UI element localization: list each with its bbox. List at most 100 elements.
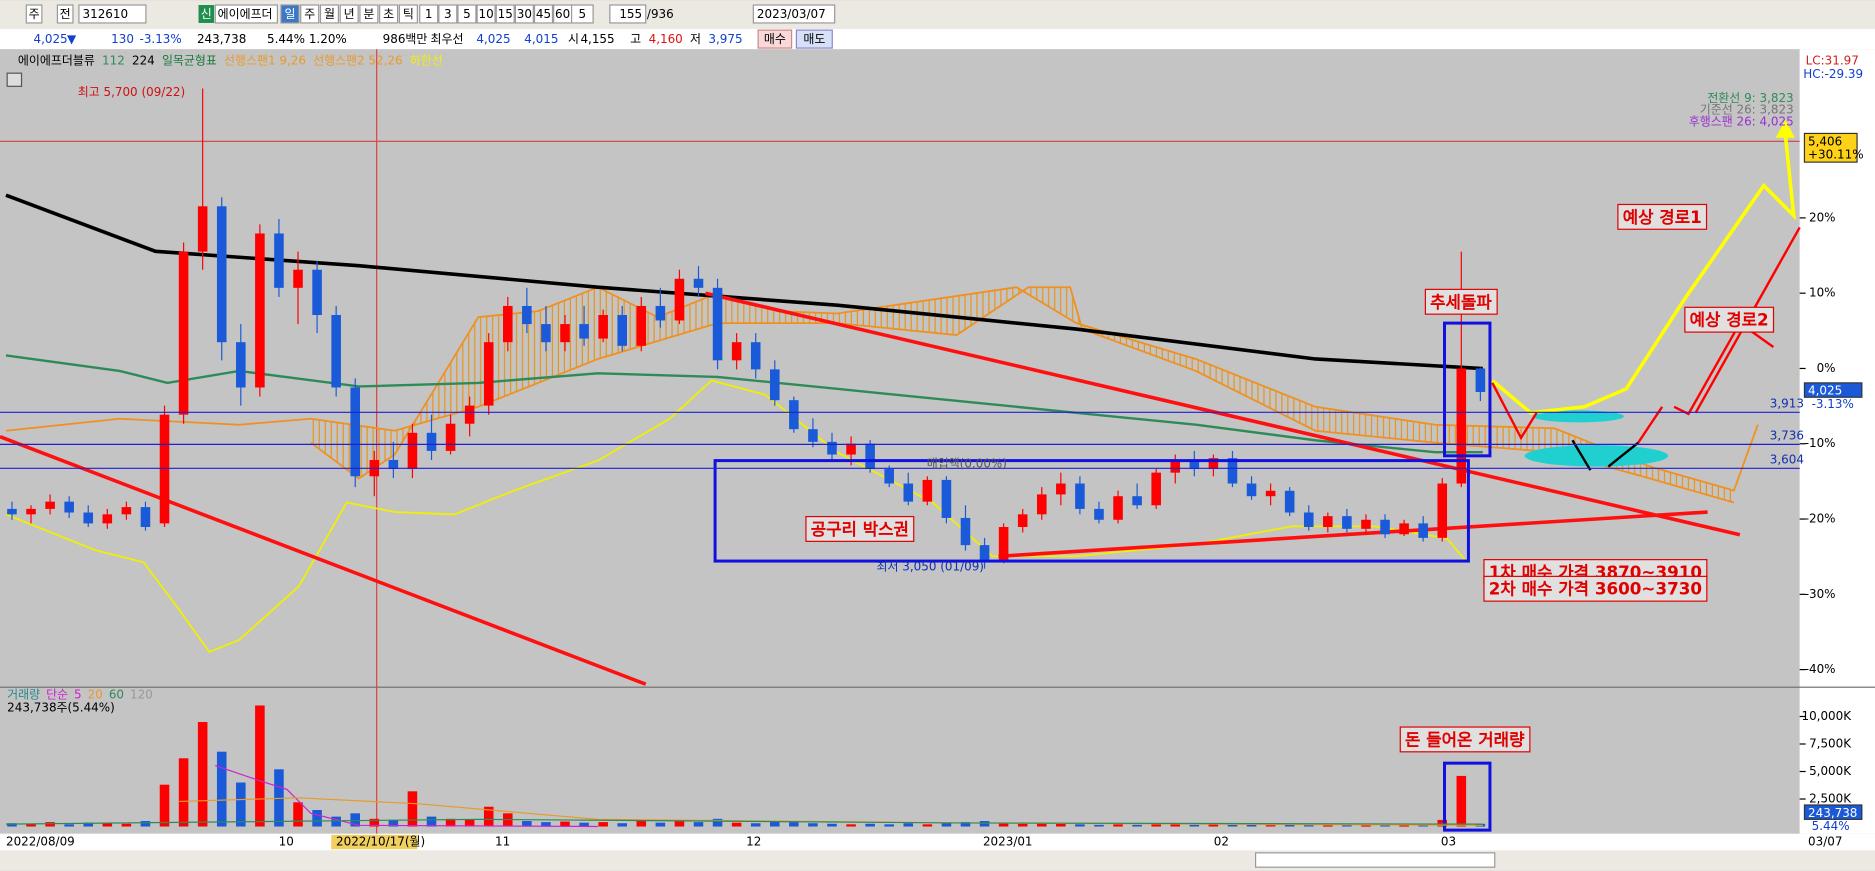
volume-bar (178, 758, 189, 827)
button[interactable] (300, 4, 320, 24)
trendline (0, 435, 647, 686)
volume-bar (655, 822, 666, 827)
volume-bar (1227, 824, 1238, 827)
button-label[interactable]: 초 (383, 7, 394, 21)
button-label[interactable]: 3 (444, 7, 452, 21)
button[interactable] (25, 4, 43, 24)
legend-entry: 하한선 (410, 54, 443, 68)
date-box[interactable] (752, 4, 836, 24)
button-label[interactable]: 분 (363, 7, 374, 21)
volume-bar (26, 823, 36, 827)
volume-bar (64, 824, 74, 827)
badge (198, 5, 215, 23)
button-label[interactable]: 60 (555, 7, 570, 21)
sell[interactable]: 매도 (803, 32, 825, 46)
stock-name: 에이에프더 (218, 7, 273, 21)
button[interactable] (339, 4, 359, 24)
volume-bar (350, 813, 361, 827)
button-label[interactable]: 주 (304, 7, 315, 21)
button-label[interactable]: 전 (60, 7, 71, 21)
candle-body (712, 287, 723, 361)
code[interactable]: 312610 (83, 7, 129, 21)
button[interactable] (379, 4, 399, 24)
button-label[interactable]: 5 (463, 7, 471, 21)
button[interactable] (495, 4, 515, 24)
candle-body (216, 206, 227, 343)
candle-body (388, 459, 399, 470)
button[interactable] (476, 4, 496, 24)
ask: 4,025 (476, 32, 510, 46)
callout-box (805, 515, 915, 542)
scroll-thumb[interactable] (1254, 852, 1496, 868)
candle-body (941, 479, 952, 518)
candle-body (1399, 523, 1409, 535)
button[interactable] (359, 4, 379, 24)
button-label[interactable]: 5 (579, 7, 587, 21)
candle-body (83, 512, 94, 524)
callout: 예상 경로2 (1690, 310, 1769, 330)
button[interactable] (280, 4, 300, 24)
button[interactable] (419, 4, 439, 24)
volume-bar (1437, 819, 1448, 827)
button[interactable] (56, 4, 74, 24)
candle-body (1475, 368, 1486, 393)
turnover: 1.20% (309, 32, 347, 46)
candle-body (789, 400, 799, 430)
panel-icon[interactable] (6, 72, 23, 87)
button[interactable] (570, 4, 594, 24)
scrollbar[interactable] (0, 850, 1875, 871)
ichimoku-cloud (5, 286, 1759, 504)
open: 4,155 (580, 32, 614, 46)
candle-body (7, 508, 17, 515)
code-input[interactable] (78, 4, 147, 24)
volume-legend: 20 (88, 687, 103, 701)
candle-body (45, 501, 55, 509)
button[interactable] (457, 4, 477, 24)
button-label[interactable]: 년 (344, 7, 355, 21)
candle-body (1036, 494, 1047, 515)
candle-body (865, 443, 875, 470)
candle-body (1094, 508, 1104, 520)
candle-body (655, 305, 666, 321)
price-tag (1803, 804, 1863, 820)
y-tick-label: -30% (1805, 587, 1836, 601)
button[interactable] (319, 4, 340, 24)
button[interactable] (514, 4, 534, 24)
button-label[interactable]: 10 (478, 7, 493, 21)
volume-bar (941, 822, 952, 827)
forecast (1491, 119, 1801, 471)
volume-bar (1036, 823, 1047, 827)
label: 저 (690, 32, 701, 46)
volume-bar (102, 823, 113, 827)
candle-body (140, 507, 151, 528)
annotation: 최저 3,050 (01/09) (877, 560, 984, 574)
volume-bar (1075, 824, 1085, 827)
candle-body (1056, 483, 1066, 495)
buy[interactable]: 매수 (764, 32, 786, 46)
span1 (310, 286, 1759, 492)
volume-bar (769, 821, 780, 827)
button-label[interactable]: 1 (425, 7, 433, 21)
date[interactable]: 2023/03/07 (757, 7, 826, 21)
button-label[interactable]: 틱 (403, 7, 414, 21)
volume-bar (197, 721, 208, 827)
button-label[interactable]: 45 (536, 7, 551, 21)
direction: ▼ (67, 32, 77, 46)
ma-112 (5, 354, 1483, 454)
candle-body (26, 508, 36, 515)
button-label[interactable]: 30 (517, 7, 532, 21)
button[interactable] (438, 4, 458, 24)
volume-bar (712, 818, 723, 827)
volume-bar (140, 821, 151, 827)
volume: 243,738 (197, 32, 246, 46)
buy-button[interactable] (757, 29, 793, 49)
button-label[interactable]: 15 (498, 7, 513, 21)
sell-button[interactable] (795, 29, 833, 49)
legend-entry: 224 (132, 54, 155, 68)
button-label[interactable]: 일 (284, 7, 295, 21)
button-label[interactable]: 월 (324, 7, 335, 21)
button[interactable] (398, 4, 418, 24)
button-label[interactable]: 주 (29, 7, 40, 21)
candle-body (884, 469, 894, 484)
button[interactable] (533, 4, 554, 24)
